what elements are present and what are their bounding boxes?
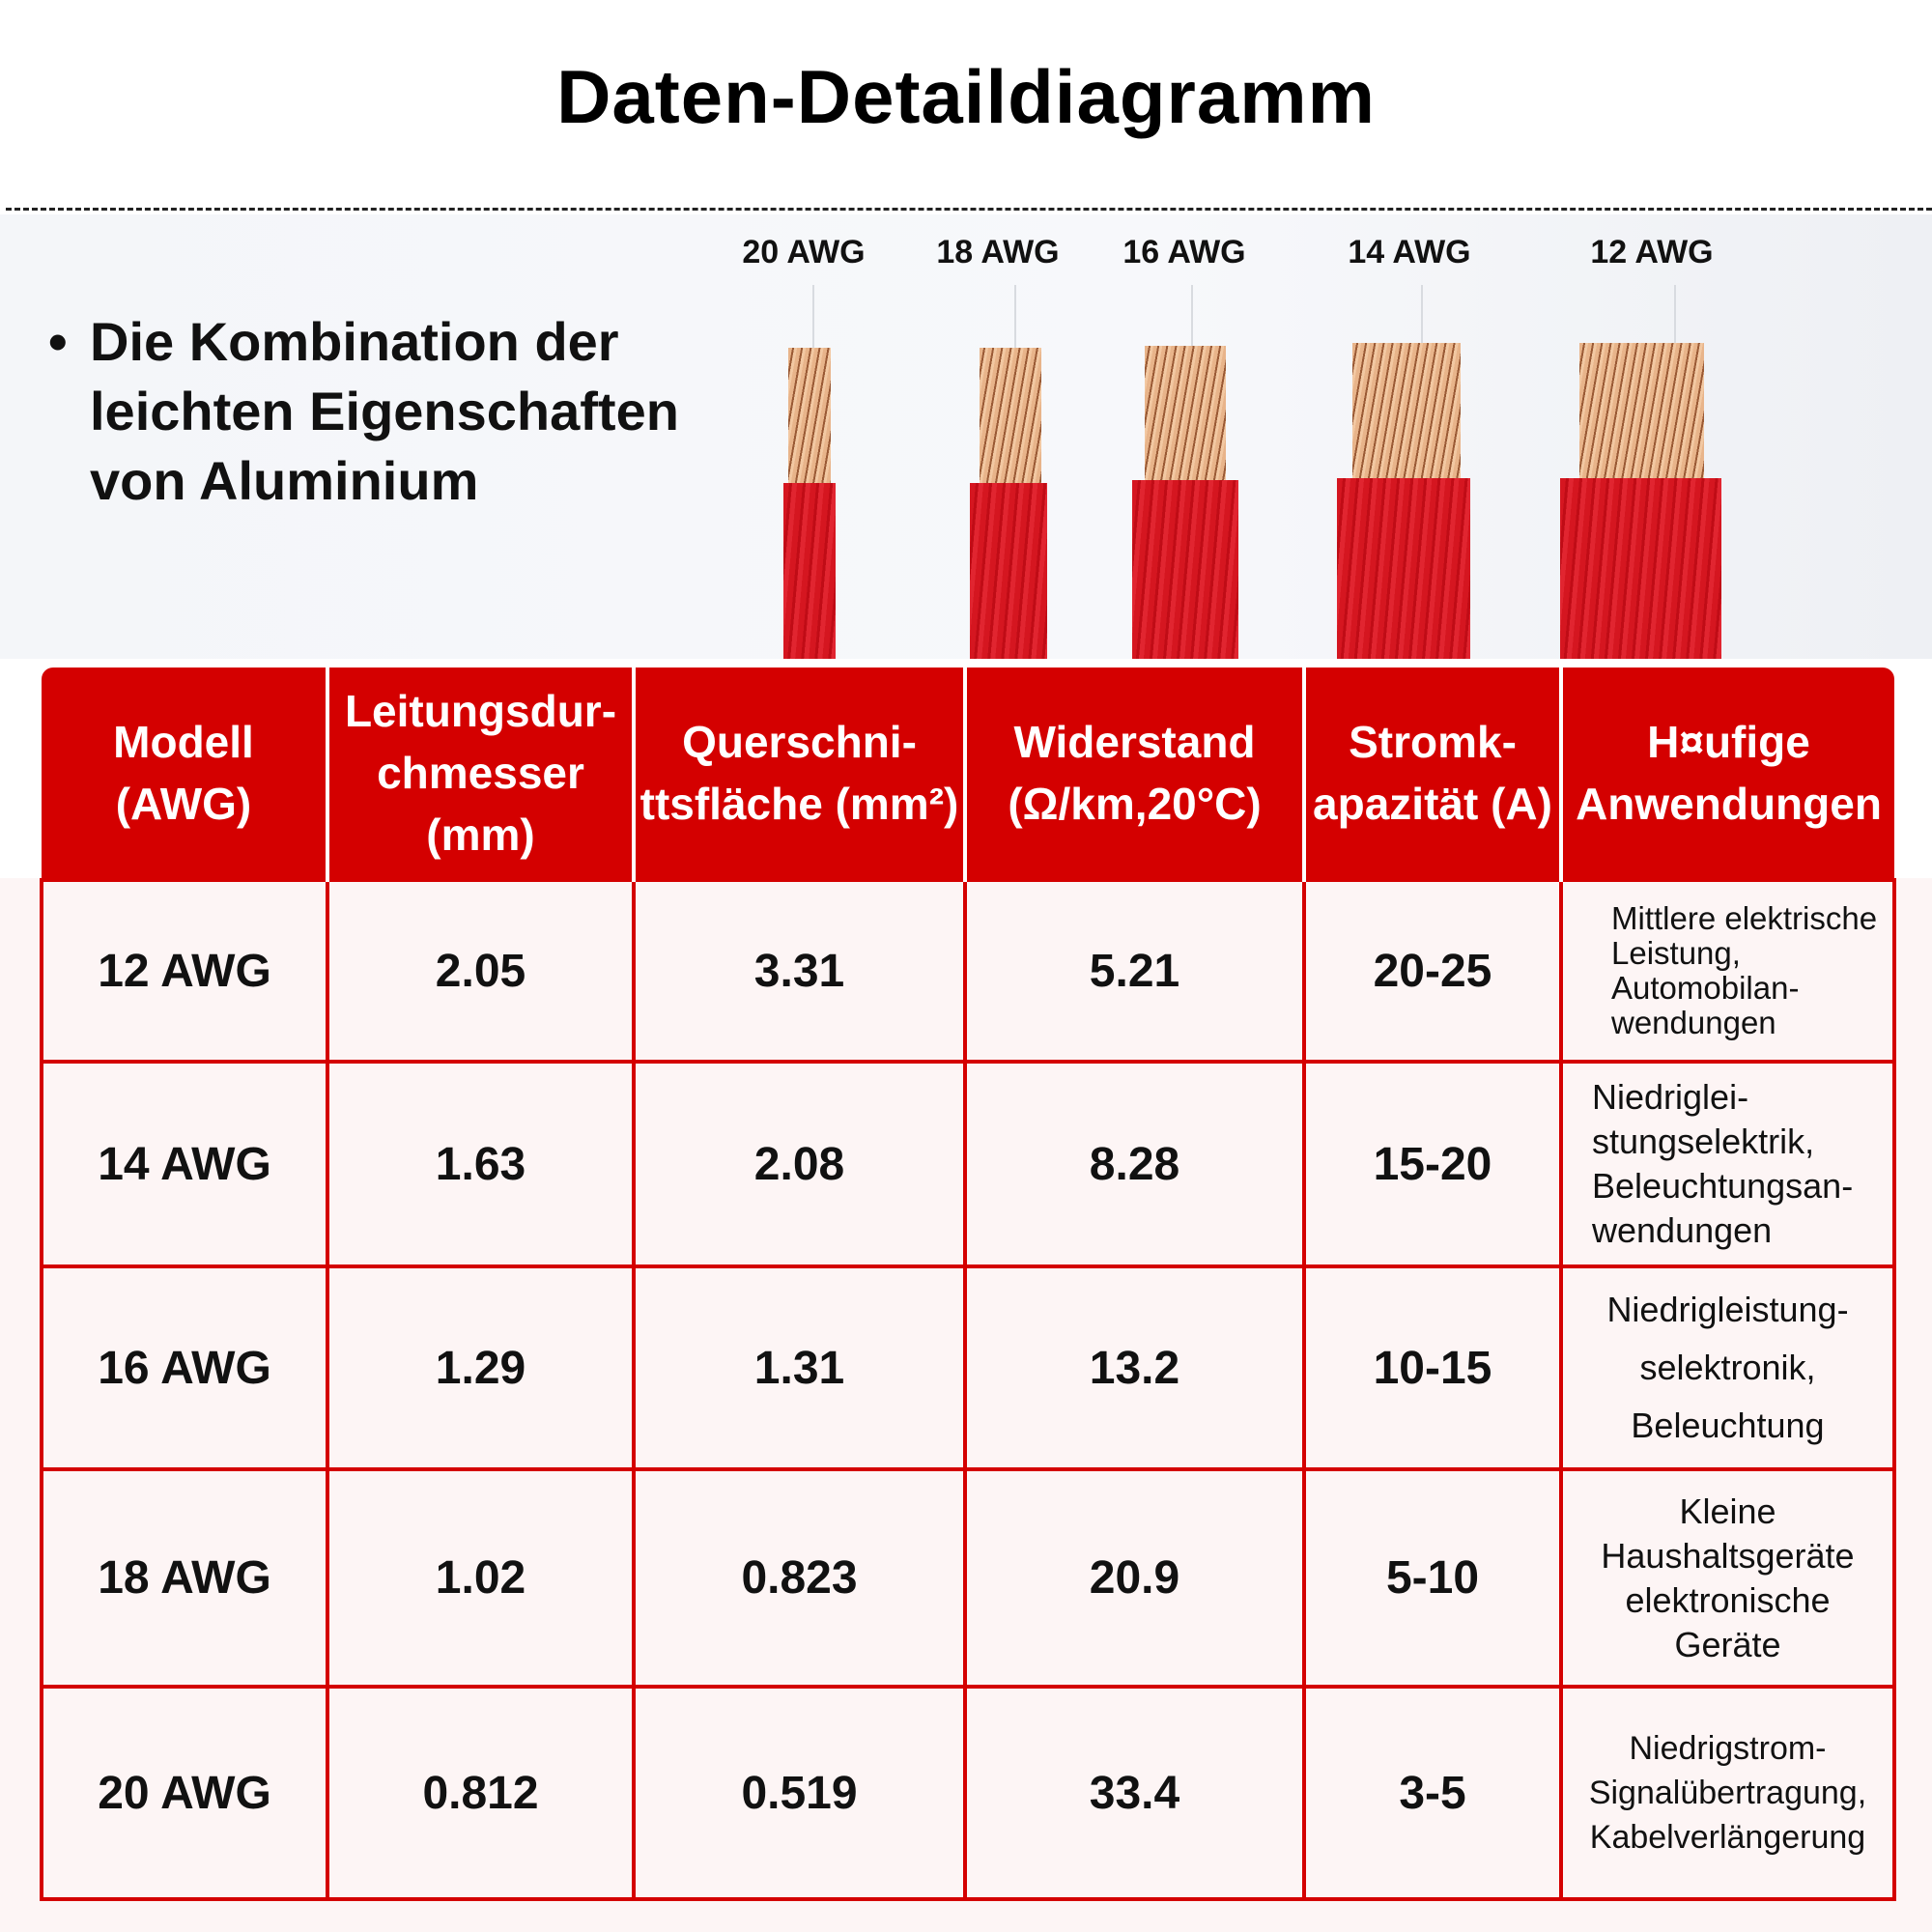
cell-diameter: 0.812: [326, 1685, 636, 1901]
divider: [6, 208, 1932, 211]
header-current-capacity: Stromk-apazität (A): [1302, 668, 1563, 880]
feature-bullet: • Die Kombination der leichten Eigenscha…: [48, 307, 785, 516]
feature-text: Die Kombination der leichten Eigenschaft…: [90, 311, 679, 511]
wire-label-20awg: 20 AWG: [742, 234, 866, 270]
cell-cross-section: 2.08: [632, 1060, 967, 1268]
cell-cross-section: 1.31: [632, 1264, 967, 1471]
header-model: Modell (AWG): [42, 668, 329, 880]
cell-model: 14 AWG: [40, 1060, 329, 1268]
cell-resistance: 8.28: [963, 1060, 1306, 1268]
wire-label-16awg: 16 AWG: [1122, 234, 1246, 270]
cell-resistance: 20.9: [963, 1467, 1306, 1689]
header-diameter: Leitungsdur-chmesser (mm): [326, 668, 636, 880]
cell-cross-section: 3.31: [632, 878, 967, 1064]
cell-applications: Niedrigstrom-Signalübertragung, Kabelver…: [1559, 1685, 1896, 1901]
table-row: 14 AWG 1.63 2.08 8.28 15-20 Niedriglei-s…: [40, 1060, 1896, 1268]
wire-label-14awg: 14 AWG: [1348, 234, 1471, 270]
cell-diameter: 1.02: [326, 1467, 636, 1689]
table-header-row: Modell (AWG) Leitungsdur-chmesser (mm) Q…: [42, 668, 1894, 880]
wire-spec-table: Modell (AWG) Leitungsdur-chmesser (mm) Q…: [40, 668, 1896, 1901]
table-row: 12 AWG 2.05 3.31 5.21 20-25 Mittlere ele…: [40, 878, 1896, 1064]
page-title: Daten-Detaildiagramm: [556, 54, 1376, 139]
cell-resistance: 13.2: [963, 1264, 1306, 1471]
wire-label-18awg: 18 AWG: [936, 234, 1060, 270]
cell-cross-section: 0.519: [632, 1685, 967, 1901]
cell-cross-section: 0.823: [632, 1467, 967, 1689]
cell-current: 15-20: [1302, 1060, 1563, 1268]
cell-resistance: 33.4: [963, 1685, 1306, 1901]
wire-label-12awg: 12 AWG: [1590, 234, 1714, 270]
bullet-icon: •: [48, 311, 68, 372]
table-row: 16 AWG 1.29 1.31 13.2 10-15 Niedrigleist…: [40, 1264, 1896, 1471]
cell-current: 5-10: [1302, 1467, 1563, 1689]
header-applications: H¤ufige Anwendungen: [1559, 668, 1894, 880]
cell-diameter: 2.05: [326, 878, 636, 1064]
cell-model: 12 AWG: [40, 878, 329, 1064]
table-row: 20 AWG 0.812 0.519 33.4 3-5 Niedrigstrom…: [40, 1685, 1896, 1901]
header-cross-section: Querschni-ttsfläche (mm²): [632, 668, 967, 880]
cell-model: 20 AWG: [40, 1685, 329, 1901]
cell-model: 16 AWG: [40, 1264, 329, 1471]
cell-applications: Kleine Haushaltsgeräte elektronische Ger…: [1559, 1467, 1896, 1689]
cell-resistance: 5.21: [963, 878, 1306, 1064]
cell-current: 3-5: [1302, 1685, 1563, 1901]
cell-diameter: 1.29: [326, 1264, 636, 1471]
cell-model: 18 AWG: [40, 1467, 329, 1689]
cell-applications: Niedriglei-stungselektrik, Beleuchtungsa…: [1559, 1060, 1896, 1268]
cell-current: 20-25: [1302, 878, 1563, 1064]
header-resistance: Widerstand (Ω/km,20°C): [963, 668, 1306, 880]
cell-current: 10-15: [1302, 1264, 1563, 1471]
table-row: 18 AWG 1.02 0.823 20.9 5-10 Kleine Haush…: [40, 1467, 1896, 1689]
cell-applications: Niedrigleistung-selektronik, Beleuchtung: [1559, 1264, 1896, 1471]
cell-applications: Mittlere elektrische Leistung, Automobil…: [1559, 878, 1896, 1064]
cell-diameter: 1.63: [326, 1060, 636, 1268]
